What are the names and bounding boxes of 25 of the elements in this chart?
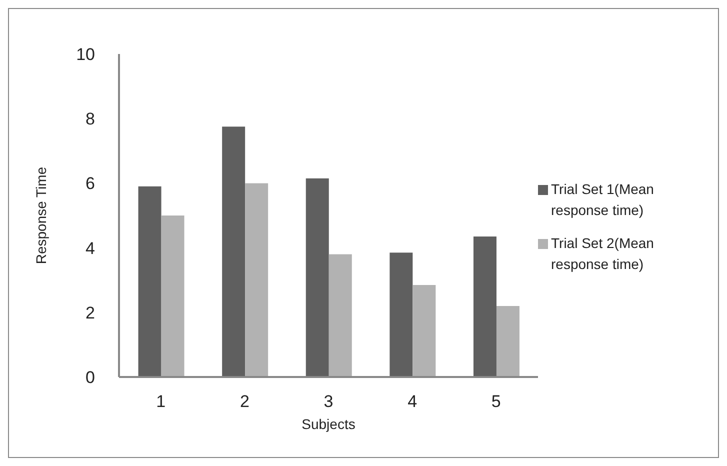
x-tick-label: 2 — [240, 392, 250, 412]
bar — [138, 186, 162, 377]
y-tick-label: 10 — [76, 45, 95, 64]
bar — [412, 284, 436, 377]
bar — [473, 236, 496, 377]
x-tick-label: 1 — [156, 392, 166, 412]
bar — [390, 252, 413, 377]
legend-label: Trial Set 1(Mean response time) — [551, 180, 655, 220]
y-tick-label: 8 — [86, 110, 95, 129]
y-tick-label: 4 — [86, 238, 95, 258]
bar — [328, 254, 352, 377]
x-tick-label: 4 — [408, 392, 418, 412]
y-tick-label: 2 — [86, 303, 95, 322]
x-tick-label: 3 — [324, 392, 334, 412]
bar — [496, 306, 520, 377]
x-axis-title: Subjects — [302, 416, 356, 432]
legend-label: Trial Set 2(Mean response time) — [551, 234, 655, 274]
bar — [222, 126, 246, 377]
bar — [306, 178, 329, 377]
x-tick-label: 5 — [491, 392, 501, 412]
bar — [245, 183, 268, 377]
y-tick-label: 6 — [86, 174, 95, 194]
y-tick-label: 0 — [86, 368, 95, 388]
y-axis-title: Response Time — [32, 166, 49, 264]
bar — [161, 216, 184, 377]
